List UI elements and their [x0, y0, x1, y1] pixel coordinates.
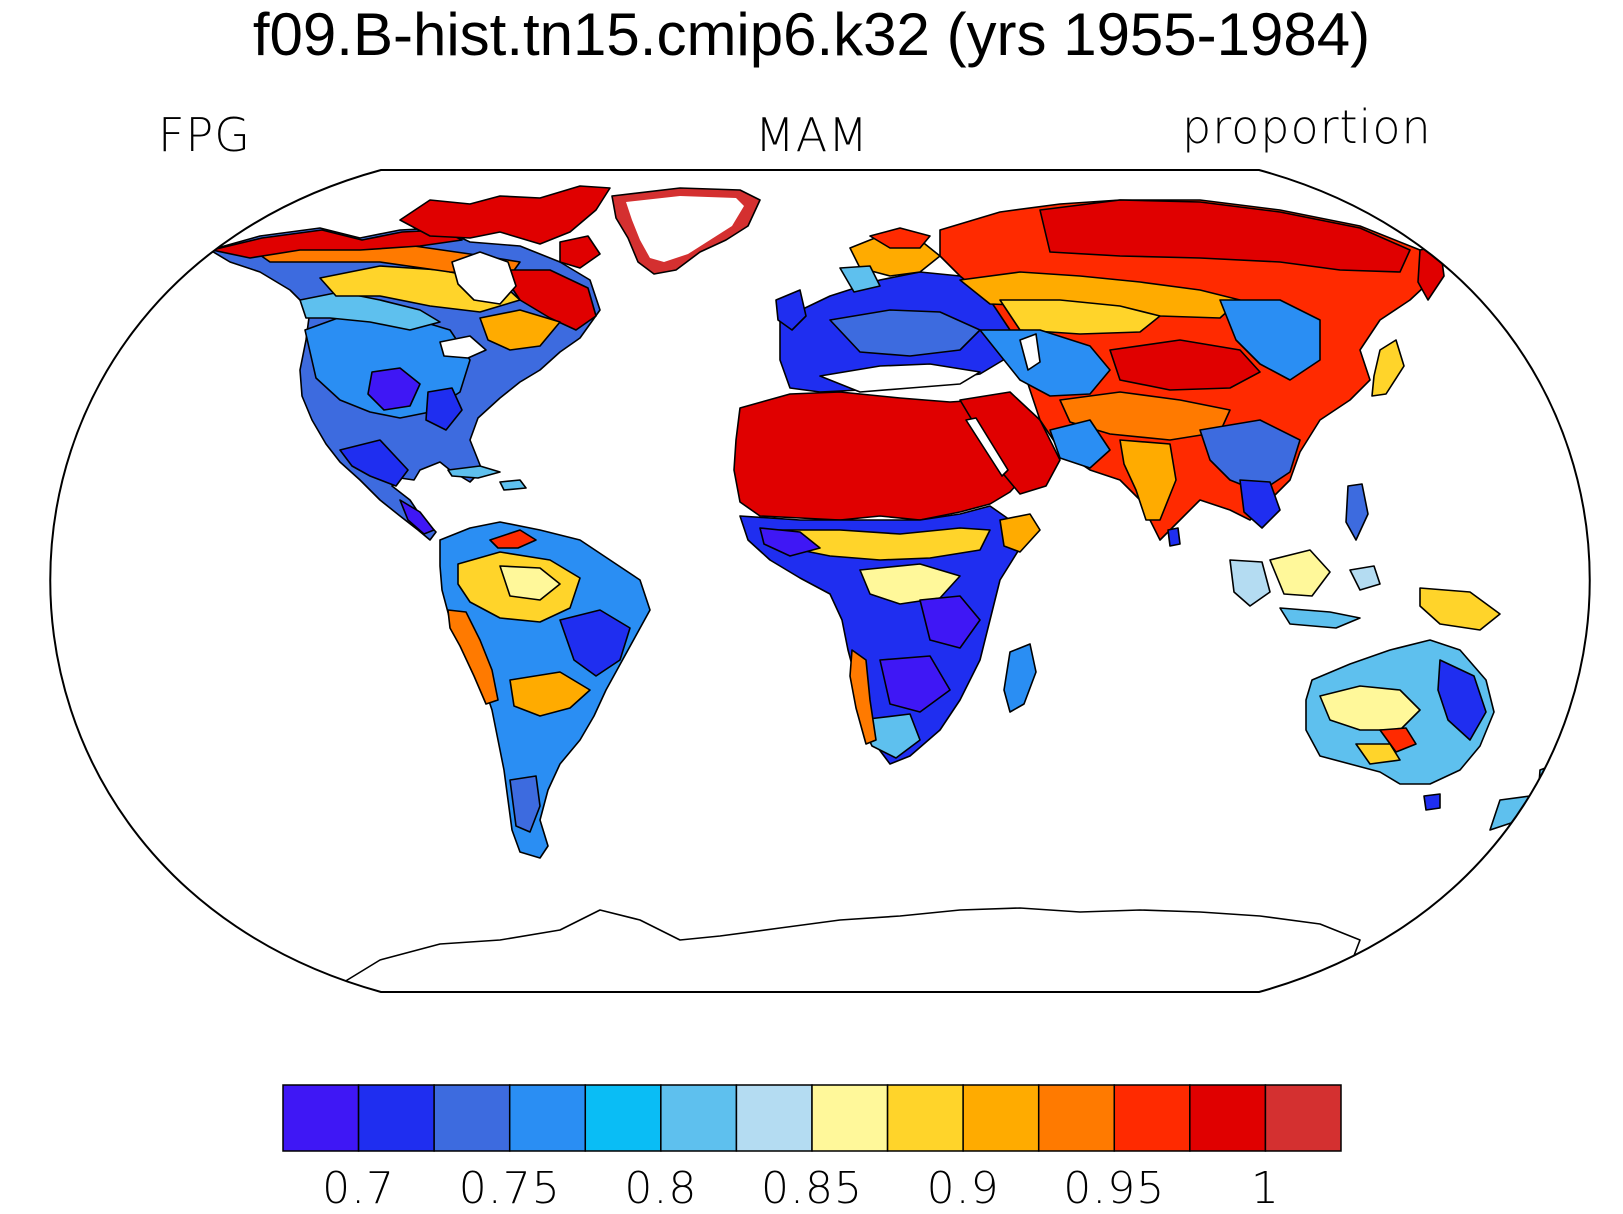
colorbar-swatch: [508, 1084, 587, 1152]
australia: [1305, 639, 1495, 811]
variable-label: FPG: [158, 108, 251, 162]
colorbar-swatch: [1264, 1084, 1342, 1152]
colorbar-tick-label: 0.9: [926, 1163, 1000, 1214]
map-border: [49, 169, 1591, 993]
plot-title: f09.B-hist.tn15.cmip6.k32 (yrs 1955-1984…: [252, 1, 1371, 68]
colorbar-swatch: [357, 1084, 435, 1152]
caribbean: [447, 465, 527, 491]
colorbar-swatch: [1113, 1084, 1191, 1152]
colorbar-tick-label: 0.75: [458, 1163, 561, 1214]
colorbar-swatch: [1189, 1084, 1267, 1152]
colorbar: [282, 1084, 1342, 1152]
colorbar-tick-label: 0.8: [624, 1163, 698, 1214]
colorbar-swatch: [886, 1084, 964, 1152]
colorbar-swatch: [282, 1084, 360, 1152]
colorbar-swatch: [584, 1084, 662, 1152]
colorbar-swatch: [433, 1084, 511, 1152]
colorbar-swatch: [735, 1084, 813, 1152]
south-america: [439, 521, 651, 859]
colorbar-tick-label: 0.85: [761, 1163, 863, 1214]
season-label: MAM: [755, 108, 869, 162]
africa: [733, 391, 1061, 765]
units-label: proportion: [1182, 100, 1432, 154]
colorbar-tick-label: 1: [1250, 1163, 1280, 1214]
north-america: [209, 185, 611, 541]
asia: [939, 199, 1445, 547]
colorbar-swatch: [660, 1084, 738, 1152]
europe: [775, 227, 1021, 393]
colorbar-swatch: [1037, 1084, 1116, 1152]
greenland: [611, 187, 761, 275]
colorbar-swatch: [811, 1084, 889, 1152]
colorbar-tick-label: 0.95: [1063, 1163, 1166, 1214]
colorbar-tick-label: 0.7: [322, 1163, 396, 1214]
antarctica: [343, 907, 1361, 992]
colorbar-swatch: [962, 1084, 1040, 1152]
maritime-asia: [1229, 549, 1501, 631]
